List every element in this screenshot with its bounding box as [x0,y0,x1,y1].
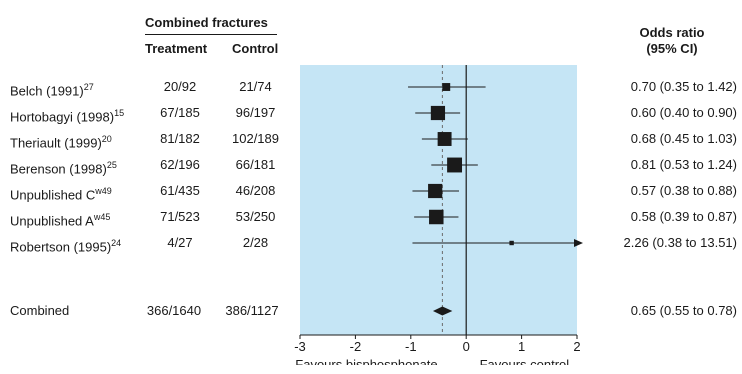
control-count: 21/74 [239,79,272,94]
control-count: 386/1127 [225,303,279,318]
odds-ratio-text: 0.58 (0.39 to 0.87) [630,209,737,224]
x-tick-label: 2 [573,339,580,354]
control-count: 2/28 [242,235,269,250]
x-tick-label: 1 [518,339,525,354]
odds-ratio-text: 0.70 (0.35 to 1.42) [630,79,737,94]
reference-superscript: 20 [101,134,112,144]
odds-ratio-ci-header: (95% CI) [646,41,698,56]
odds-ratio-text: 2.26 (0.38 to 13.51) [623,235,737,250]
group-title-underline [145,34,277,35]
study-marker [430,105,446,121]
study-name: Berenson (1998)25 [10,160,117,177]
reference-superscript: w45 [93,212,111,222]
treatment-count: 366/1640 [146,303,202,318]
study-name: Hortobagyi (1998)15 [10,108,125,125]
treatment-count: 67/185 [160,105,200,120]
x-label-favours-bisphosphonate: Favours bisphosphonate [295,357,437,365]
study-marker [429,209,444,225]
control-count: 102/189 [232,131,279,146]
control-count: 53/250 [235,209,276,224]
treatment-count: 81/182 [160,131,200,146]
x-label-favours-control: Favours control [480,357,570,365]
reference-superscript: 27 [83,82,94,92]
control-count: 96/197 [235,105,276,120]
study-name: Theriault (1999)20 [10,134,112,151]
odds-ratio-text: 0.57 (0.38 to 0.88) [630,183,737,198]
study-marker [447,157,463,173]
odds-ratio-text: 0.81 (0.53 to 1.24) [630,157,737,172]
control-count: 46/208 [235,183,276,198]
study-name: Unpublished Aw45 [10,212,111,229]
reference-superscript: 15 [114,108,125,118]
x-tick-label: -1 [405,339,417,354]
study-marker [437,132,452,146]
reference-superscript: 25 [106,160,117,170]
x-tick-label: -2 [350,339,362,354]
treatment-count: 62/196 [160,157,200,172]
study-name: Unpublished Cw49 [10,186,112,203]
x-tick-label: 0 [463,339,470,354]
forest-plot: -3 -2 -1 0 1 2 Favours bisphosphonate Favours c… [294,65,583,365]
group-title: Combined fractures [145,15,268,30]
treatment-count: 20/92 [163,79,197,94]
plot-background [300,65,577,335]
study-name: Combined [10,303,70,318]
odds-ratio-text: 0.60 (0.40 to 0.90) [630,105,737,120]
study-name: Robertson (1995)24 [10,238,122,255]
treatment-count: 4/27 [167,235,193,250]
control-column-header: Control [232,41,279,56]
odds-ratio-text: 0.68 (0.45 to 1.03) [630,131,737,146]
odds-ratio-header: Odds ratio [639,25,705,40]
reference-superscript: 24 [111,238,122,248]
treatment-count: 71/523 [160,209,200,224]
pooled-diamond [432,306,453,316]
study-marker [509,240,514,246]
treatment-count: 61/435 [160,183,200,198]
control-count: 66/181 [235,157,276,172]
study-marker [428,183,443,199]
study-marker [442,83,451,91]
reference-superscript: w49 [95,186,112,196]
study-name: Belch (1991)27 [10,82,94,99]
x-tick-label: -3 [294,339,306,354]
treatment-column-header: Treatment [145,41,208,56]
odds-ratio-text: 0.65 (0.55 to 0.78) [630,303,737,318]
